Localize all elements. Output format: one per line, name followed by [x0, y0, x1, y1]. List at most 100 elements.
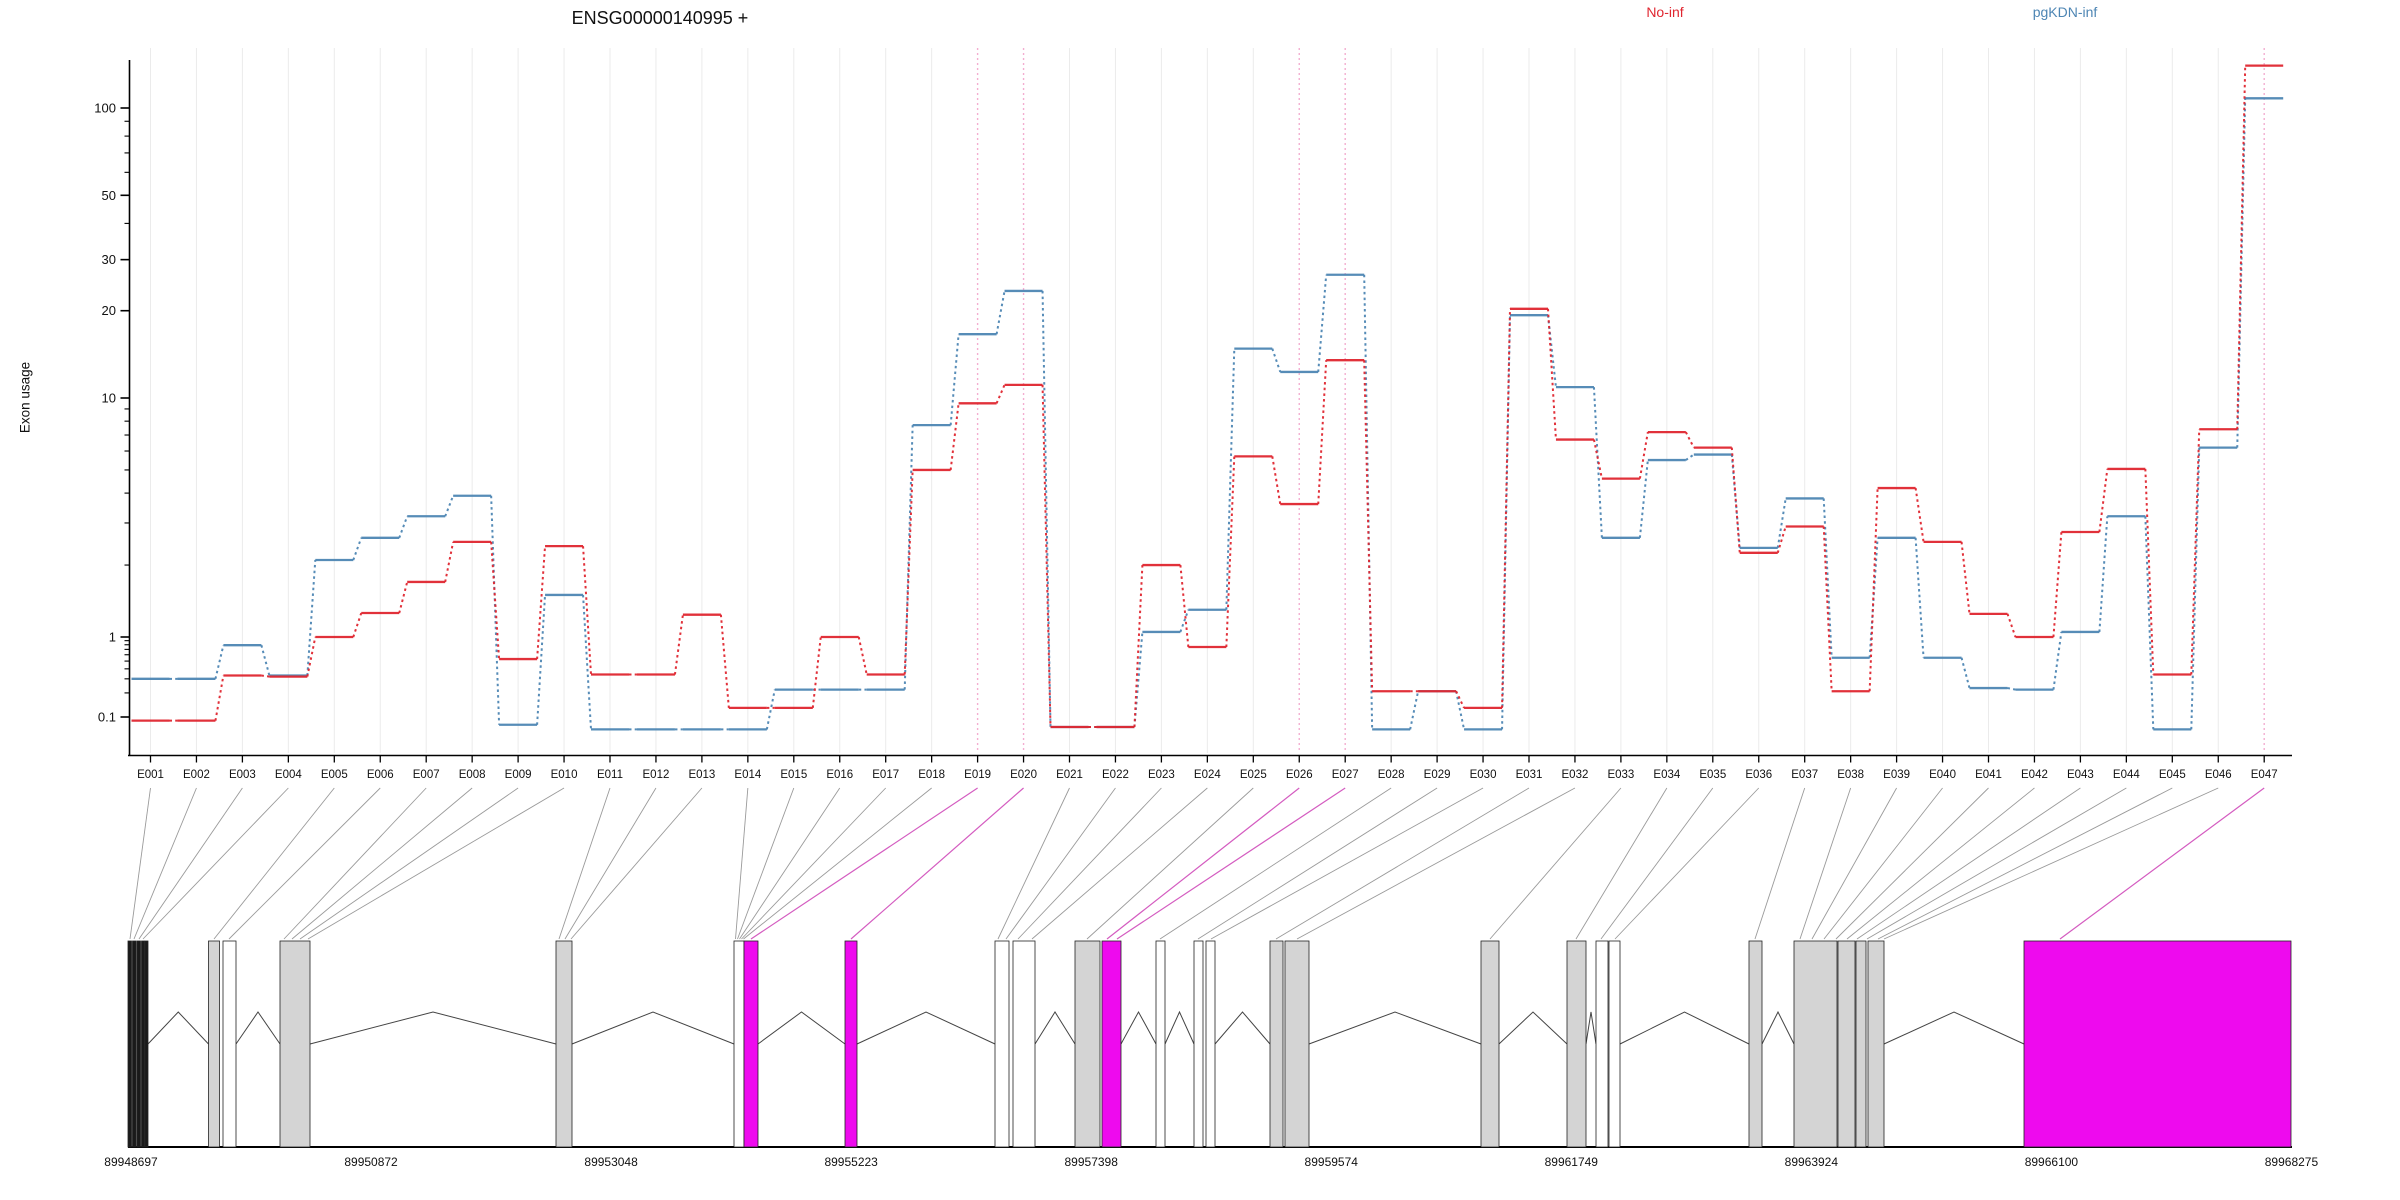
bin-connector	[213, 787, 335, 940]
x-axis-exon-label: E026	[1286, 769, 1313, 781]
x-axis-exon-label: E024	[1194, 769, 1221, 781]
exon-box	[136, 940, 141, 1148]
x-axis-exon-label: E012	[643, 769, 670, 781]
genomic-coordinate-label: 89966100	[2025, 1155, 2079, 1169]
intron-hat	[309, 1011, 557, 1045]
bin-connector	[1275, 787, 1530, 940]
step-connector-dotted	[1225, 348, 1236, 610]
step-connector-dotted	[2236, 98, 2247, 448]
x-axis-exon-label: E015	[780, 769, 807, 781]
x-axis-exon-label: E047	[2251, 769, 2278, 781]
exon-box	[1867, 940, 1885, 1148]
y-axis-tick-label: 100	[94, 101, 116, 116]
step-connector-dotted	[857, 636, 868, 675]
intron-hat	[147, 1011, 209, 1045]
step-connector-dotted	[2190, 429, 2201, 675]
step-connector-dotted	[1730, 447, 1741, 553]
intron-hat	[1585, 1011, 1597, 1045]
significant-bin-connector	[2059, 787, 2265, 940]
bin-connector	[735, 787, 749, 940]
x-axis-exon-label: E022	[1102, 769, 1129, 781]
bin-connector	[1866, 787, 2127, 940]
step-connector-dotted	[1133, 631, 1144, 728]
y-axis-title: Exon usage	[17, 361, 33, 434]
step-connector-dotted	[1914, 537, 1925, 658]
intron-hat	[1619, 1011, 1750, 1045]
bin-connector	[1754, 787, 1806, 940]
genomic-coordinate-label: 89963924	[1785, 1155, 1839, 1169]
step-connector-dotted	[352, 537, 363, 561]
step-connector-dotted	[2052, 631, 2063, 690]
step-connector-dotted	[398, 515, 409, 539]
x-axis-exon-label: E005	[321, 769, 348, 781]
step-connector-dotted	[811, 636, 822, 708]
step-connector-dotted	[1317, 274, 1328, 373]
step-connector-dotted	[1501, 308, 1511, 708]
step-connector-dotted	[1776, 498, 1787, 549]
x-axis-exon-label: E002	[183, 769, 210, 781]
step-connector-dotted	[1179, 609, 1190, 633]
genomic-coordinate-label: 89959574	[1305, 1155, 1359, 1169]
x-axis-exon-label: E044	[2113, 769, 2140, 781]
bin-connector	[1823, 787, 1943, 940]
bin-connector	[1877, 787, 2173, 940]
significant-bin-connector	[1106, 787, 1300, 940]
step-connector-dotted	[1455, 691, 1466, 730]
step-connector-dotted	[444, 541, 455, 583]
bin-connector	[739, 787, 841, 940]
x-axis-exon-label: E020	[1010, 769, 1037, 781]
step-connector-dotted	[719, 614, 730, 708]
bin-connector	[1575, 787, 1668, 940]
y-axis-tick-label: 0.1	[98, 710, 116, 725]
bin-connector	[558, 787, 611, 940]
genomic-coordinate-label: 89955223	[824, 1155, 878, 1169]
x-axis-exon-label: E017	[872, 769, 899, 781]
x-axis-exon-label: E010	[551, 769, 578, 781]
x-axis-exon-label: E028	[1378, 769, 1405, 781]
step-connector-dotted	[1133, 565, 1144, 728]
exon-box	[1608, 940, 1621, 1148]
exon-box	[1855, 940, 1867, 1148]
bin-connector	[737, 787, 795, 940]
bin-connector	[1811, 787, 1897, 940]
x-axis-exon-label: E042	[2021, 769, 2048, 781]
x-axis-exon-label: E046	[2205, 769, 2232, 781]
bin-connector	[142, 787, 289, 940]
exon-box	[132, 940, 137, 1148]
exon-box	[1793, 940, 1838, 1148]
exon-box	[994, 940, 1010, 1148]
intron-hat	[856, 1011, 996, 1045]
step-connector-dotted	[1041, 290, 1052, 728]
step-connector-dotted	[536, 546, 547, 660]
bin-connector	[1835, 787, 1989, 940]
x-axis-exon-label: E040	[1929, 769, 1956, 781]
x-axis-exon-label: E023	[1148, 769, 1175, 781]
exon-box	[1595, 940, 1609, 1148]
x-axis-exon-label: E006	[367, 769, 394, 781]
significant-bin-connector	[750, 787, 978, 940]
step-connector-dotted	[1455, 690, 1465, 709]
y-axis-tick-label: 20	[102, 303, 116, 318]
step-connector-dotted	[1822, 526, 1833, 692]
bin-connector	[1799, 787, 1852, 940]
exon-box	[208, 940, 220, 1148]
exon-box	[222, 940, 237, 1148]
x-axis-exon-label: E007	[413, 769, 440, 781]
intron-hat	[1761, 1010, 1795, 1045]
bin-connector	[129, 787, 151, 940]
bin-connector	[1197, 787, 1438, 940]
intron-hat	[1034, 1011, 1076, 1045]
step-connector-dotted	[1363, 274, 1374, 730]
x-axis-exon-label: E014	[734, 769, 761, 781]
exon-box	[1012, 940, 1036, 1148]
exon-box	[1155, 940, 1166, 1148]
exon-box	[1269, 940, 1284, 1148]
y-axis-tick-label: 10	[102, 391, 116, 406]
genomic-coordinate-label: 89957398	[1065, 1155, 1119, 1169]
exon-box	[1205, 940, 1216, 1148]
step-connector-dotted	[1685, 453, 1695, 461]
significant-exon-box	[844, 940, 858, 1148]
bin-connector	[1296, 787, 1576, 940]
step-connector-dotted	[949, 334, 960, 426]
x-axis-exon-label: E018	[918, 769, 945, 781]
